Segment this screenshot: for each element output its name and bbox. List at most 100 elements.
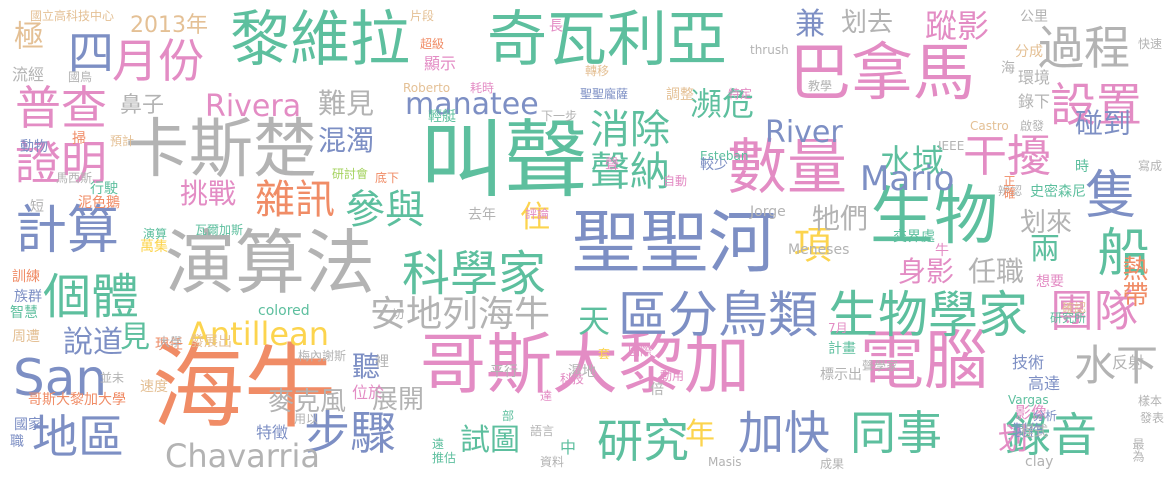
word-127: Jorge <box>750 204 786 220</box>
word-60: 牠們 <box>812 202 869 235</box>
word-154: 速度 <box>140 379 168 395</box>
word-126: 自動 <box>663 174 688 188</box>
word-159: 國際 <box>628 344 653 358</box>
word-152: 確認 <box>1062 301 1087 315</box>
word-56: 項 <box>787 225 831 263</box>
word-75: 熱帶 <box>1118 255 1148 307</box>
word-98: 聖聖龐薩 <box>580 87 629 101</box>
word-122: 正確 <box>1002 175 1016 199</box>
word-32: 消除 <box>590 107 670 153</box>
word-11: 數量 <box>727 133 847 203</box>
word-44: 水域 <box>880 142 945 180</box>
word-81: 影像 <box>1015 403 1048 422</box>
word-4: 聖聖河 <box>572 204 777 283</box>
word-105: 教學 <box>808 79 833 93</box>
word-33: 聲納 <box>590 149 670 195</box>
word-109: 掃 <box>72 131 86 147</box>
word-146: 濕地 <box>568 364 596 380</box>
word-29: 四 <box>68 26 114 80</box>
word-24: 步驟 <box>304 406 396 460</box>
word-100: 特定 <box>728 87 753 101</box>
word-167: 達 <box>540 389 553 403</box>
word-95: 流經 <box>12 65 45 84</box>
word-180: clay <box>1025 454 1054 470</box>
word-156: 科技 <box>560 372 585 386</box>
word-74: 極 <box>8 20 43 50</box>
word-107: 啟發 <box>1020 119 1045 133</box>
word-99: 調整 <box>666 87 694 103</box>
word-178: 中 <box>560 438 577 457</box>
word-85: 超級 <box>420 37 445 51</box>
word-12: 卡斯楚 <box>125 113 317 187</box>
word-31: 設置 <box>1050 78 1142 132</box>
word-13: 區分鳥類 <box>618 286 818 344</box>
word-47: 兩 <box>1030 232 1060 267</box>
word-88: 耗時 <box>470 81 495 95</box>
word-108: 動物 <box>20 139 48 155</box>
word-103: 輕艇 <box>428 109 456 125</box>
word-136: 訓練 <box>12 269 40 285</box>
word-141: colored <box>258 303 310 319</box>
word-30: 證明 <box>15 136 107 190</box>
word-61: 天 <box>578 302 611 340</box>
word-86: 顯示 <box>424 54 457 73</box>
word-153: 並未 <box>100 371 125 385</box>
word-8: 巴拿馬 <box>789 36 976 109</box>
word-93: 分成 <box>1015 44 1043 60</box>
word-3: 叫聲 <box>420 111 589 209</box>
word-124: 泥色鵝 <box>78 195 120 211</box>
word-139: 周遭 <box>12 329 40 345</box>
word-164: 用以 <box>294 412 319 426</box>
word-130: 演算 <box>143 227 168 241</box>
word-40: Chavarria <box>165 437 321 475</box>
word-113: 時 <box>1075 159 1089 175</box>
word-5: 演算法 <box>165 222 375 304</box>
word-149: 7月 <box>828 321 848 335</box>
word-134: Meneses <box>788 242 850 258</box>
word-45: River <box>765 115 843 150</box>
word-92: 公里 <box>1020 9 1048 25</box>
word-25: 研究 <box>597 414 689 468</box>
word-17: 個體 <box>43 269 140 325</box>
word-94: 快速 <box>1138 37 1163 51</box>
word-58: 划去 <box>841 8 894 38</box>
word-38: 水下 <box>1074 341 1159 390</box>
word-132: 萬集 <box>140 239 168 255</box>
word-101: 環境 <box>1018 68 1051 87</box>
word-129: 評論 <box>525 207 550 221</box>
word-119: 聲 <box>605 157 619 173</box>
word-65: 見 <box>120 320 150 355</box>
word-90: 轉移 <box>585 64 610 78</box>
word-123: 短 <box>30 199 44 215</box>
word-114: 寫成 <box>1138 159 1163 173</box>
word-116: 馬西斯 <box>56 171 93 185</box>
word-170: 發表 <box>1140 411 1165 425</box>
word-151: 研究所 <box>1050 311 1087 325</box>
word-179: Masis <box>708 455 742 469</box>
word-163: Vargas <box>1008 393 1049 407</box>
word-145: 大學 <box>158 335 183 349</box>
word-111: Esteban <box>700 149 749 163</box>
word-79: 高達 <box>1028 374 1061 393</box>
word-2: 哥斯大黎加 <box>420 326 750 403</box>
word-53: 難見 <box>318 87 375 120</box>
word-36: 安地列海牛 <box>370 294 551 335</box>
word-78: 技術 <box>1012 353 1045 372</box>
word-110: 預計 <box>110 134 135 148</box>
word-138: 智慧 <box>10 305 38 321</box>
word-168: 分析 <box>1033 409 1058 423</box>
word-14: 生物學家 <box>828 286 1028 344</box>
word-169: 樣本 <box>1138 394 1163 408</box>
word-165: 裡 <box>375 354 389 370</box>
word-49: 瀕危 <box>690 85 755 123</box>
word-39: 團隊 <box>1050 286 1138 337</box>
word-120: 較少 <box>700 157 728 173</box>
word-104: 下一步 <box>541 109 578 123</box>
word-147: 計畫 <box>828 341 856 357</box>
word-68: 任職 <box>968 255 1025 288</box>
word-35: 雜訊 <box>255 177 335 223</box>
word-62: 住 <box>520 200 550 235</box>
word-26: 加快 <box>738 406 830 460</box>
word-142: 發展出 <box>190 334 232 350</box>
word-150: 想要 <box>1036 274 1064 290</box>
